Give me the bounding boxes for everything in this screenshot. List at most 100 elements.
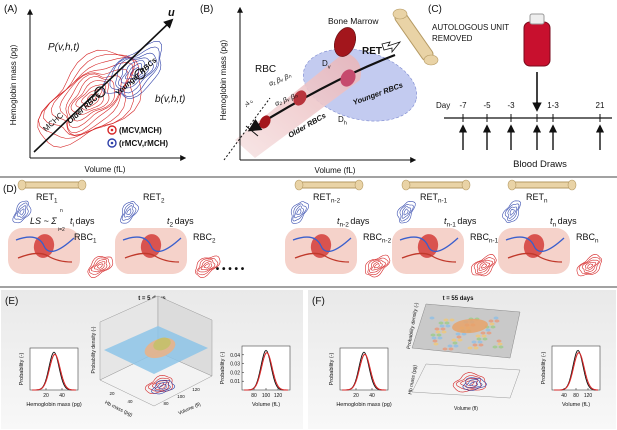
label: RBCn: [576, 232, 599, 245]
label-subscript: n: [544, 198, 548, 205]
bone: [511, 181, 573, 189]
density-point: [447, 344, 453, 348]
contour: [93, 261, 106, 271]
tick-label: 0.02: [230, 370, 240, 376]
vessel: [505, 236, 565, 253]
density-point: [435, 330, 441, 334]
density-point: [490, 325, 496, 329]
density-point: [475, 334, 481, 338]
contour: [37, 49, 142, 148]
vessel: [294, 252, 350, 263]
density-point: [437, 336, 443, 340]
label-base: RET: [526, 192, 545, 202]
label-subscript: c: [250, 100, 256, 105]
label-subscript: 1: [93, 238, 97, 245]
contour: [88, 257, 111, 275]
label-base: RET: [313, 192, 332, 202]
contour: [147, 377, 171, 392]
label: AUTOLOGOUS UNIT: [432, 23, 509, 32]
panel-label: (C): [428, 4, 442, 15]
tick-label: 40: [59, 393, 65, 399]
axis-label: Hemoglobin mass (pg): [9, 44, 18, 125]
label-subscript: 2: [212, 238, 216, 245]
contour: [469, 381, 479, 387]
panel-label: (A): [4, 4, 17, 15]
density-point: [467, 346, 473, 350]
contour: [123, 205, 134, 218]
contour: [125, 63, 144, 80]
density-point: [430, 333, 436, 337]
density-point: [445, 324, 451, 328]
contour: [507, 206, 518, 219]
contour: [129, 67, 139, 77]
tick-label: 20: [109, 391, 115, 396]
tick-label: 80: [573, 393, 579, 399]
tick-label: 120: [584, 393, 593, 399]
label-base: t: [70, 216, 73, 226]
label: RBC1: [74, 232, 97, 245]
contour: [578, 256, 601, 275]
label: b(v,h,t): [155, 94, 185, 105]
contour: [12, 200, 32, 224]
density-point: [439, 324, 445, 328]
contour: [151, 380, 168, 390]
shape: [134, 68, 146, 80]
bone: [401, 179, 411, 191]
density-surface: [153, 337, 171, 351]
label-base: D: [322, 59, 328, 68]
vessel: [15, 236, 75, 253]
density-point: [451, 338, 457, 342]
tick-label: 80: [163, 401, 169, 406]
axis-label: Volume (fL): [562, 402, 590, 408]
contour: [364, 254, 391, 278]
time-label: t2 days: [167, 216, 194, 229]
label-base: RBC: [193, 232, 213, 242]
label-base: RBC: [74, 232, 94, 242]
density-point: [457, 338, 463, 342]
panel-label: (D): [3, 184, 17, 195]
label-base: RBC: [576, 232, 596, 242]
density-curve: [342, 353, 386, 391]
contour: [50, 61, 134, 136]
tick-label: 0.01: [230, 379, 240, 385]
axis-label: Hemoglobin mass (pg): [26, 402, 81, 408]
axis-label: Hemoglobin mass (pg): [336, 402, 391, 408]
label: Dh: [338, 115, 347, 127]
axis-label: Probability (-): [541, 351, 547, 384]
contour: [585, 261, 597, 271]
density-point: [441, 330, 447, 334]
density-point: [431, 336, 437, 340]
contour: [121, 202, 137, 221]
contour: [368, 259, 386, 273]
label-subscript: 1: [54, 198, 58, 205]
density-point: [494, 319, 500, 323]
blood-bag-top: [529, 13, 545, 25]
label: P(v,h,t): [48, 42, 79, 53]
density-curve: [554, 352, 599, 391]
legend-marker: [110, 141, 114, 145]
contour: [476, 259, 494, 273]
contour: [373, 263, 380, 269]
contour: [502, 200, 521, 223]
density-point: [489, 322, 495, 326]
vessel: [507, 252, 563, 263]
vessel: [401, 252, 457, 263]
tick-label: 100: [177, 394, 185, 399]
density-point: [453, 344, 459, 348]
contour: [371, 261, 383, 271]
label-subscript: n-2: [382, 238, 392, 245]
density-point: [481, 334, 487, 338]
day-label: -7: [459, 101, 467, 110]
threshold-line: [223, 97, 271, 161]
label: RBCn-1: [470, 232, 499, 245]
label-subscript: n: [595, 238, 599, 245]
contour: [509, 208, 515, 216]
vessel: [124, 252, 180, 263]
day-label: 1-3: [547, 101, 559, 110]
label-subscript: n-1: [447, 222, 457, 229]
contour: [90, 259, 108, 273]
time-label: ti days: [70, 216, 95, 229]
vessel: [292, 236, 352, 253]
day-label: 0: [535, 101, 540, 110]
